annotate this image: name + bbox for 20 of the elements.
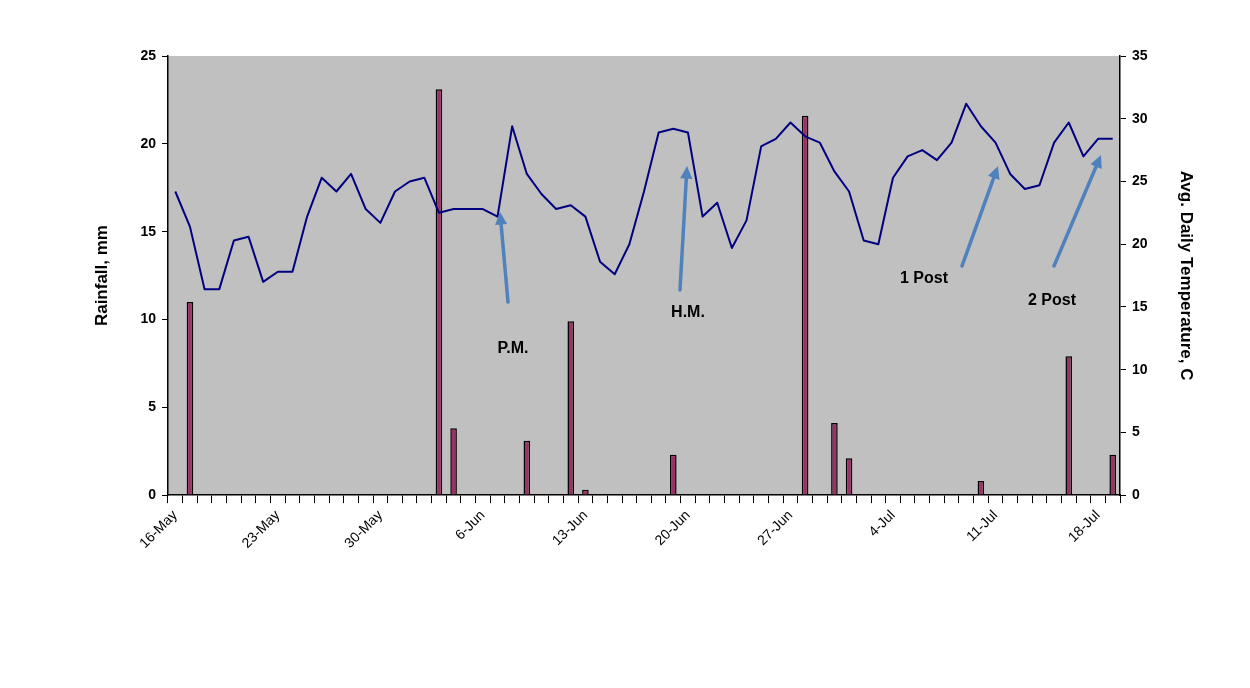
annotation: H.M. — [671, 303, 705, 321]
y-tick-label: 0 — [148, 485, 157, 502]
y-tick-label: 5 — [148, 398, 157, 415]
annotation: P.M. — [497, 339, 529, 357]
y-tick-label: 10 — [140, 310, 157, 327]
y-tick-label: 20 — [140, 134, 157, 151]
y2-tick-label: 25 — [1132, 172, 1148, 189]
y-axis-title: Rainfall, mm — [91, 225, 111, 327]
y2-tick-label: 5 — [1132, 423, 1141, 440]
y2-tick-label: 0 — [1132, 485, 1141, 502]
y2-axis-title: Avg. Daily Temperature, C — [1177, 170, 1197, 381]
y2-tick-label: 35 — [1132, 46, 1148, 63]
y2-tick-label: 30 — [1132, 109, 1148, 126]
y2-tick-label: 10 — [1132, 360, 1148, 377]
y-tick-label: 25 — [140, 46, 157, 63]
annotation: 2 Post — [1027, 291, 1077, 309]
y-tick-label: 15 — [140, 222, 157, 239]
y2-tick-label: 15 — [1132, 297, 1148, 314]
y2-tick-label: 20 — [1132, 235, 1148, 252]
annotation: 1 Post — [899, 269, 949, 287]
